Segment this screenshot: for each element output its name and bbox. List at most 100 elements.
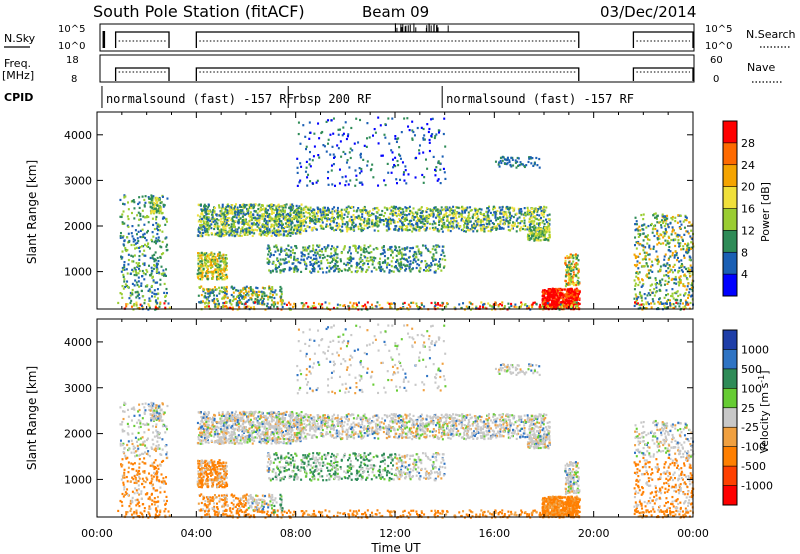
power-cell	[411, 129, 414, 132]
power-cell	[316, 207, 319, 211]
power-cell	[531, 231, 534, 234]
power-cell	[307, 255, 310, 258]
power-cell	[399, 157, 402, 160]
power-cell	[300, 255, 303, 258]
power-cell	[439, 265, 442, 268]
power-cell	[290, 226, 293, 229]
power-cell	[308, 163, 311, 166]
power-cell	[270, 209, 273, 212]
power-cell	[344, 184, 347, 187]
power-cell	[133, 207, 136, 210]
power-cell	[135, 271, 138, 275]
power-cell	[556, 290, 559, 293]
power-cell	[127, 241, 130, 244]
power-cell	[148, 264, 151, 267]
power-cell	[268, 285, 271, 288]
power-cell	[275, 246, 278, 249]
power-cell	[439, 209, 442, 212]
power-cell	[238, 214, 241, 217]
power-cell	[121, 296, 124, 299]
power-cell	[219, 220, 222, 223]
power-cell	[283, 227, 286, 230]
power-cell	[499, 209, 502, 212]
power-cell	[668, 245, 671, 249]
power-cell	[294, 265, 297, 268]
power-cell	[145, 268, 148, 272]
power-cell	[290, 223, 293, 226]
power-cell	[446, 217, 449, 220]
power-cell	[430, 263, 433, 267]
power-cell	[652, 225, 655, 228]
power-cell	[240, 212, 243, 215]
power-cell	[155, 271, 158, 274]
power-cell	[248, 224, 251, 227]
power-cell	[336, 267, 339, 271]
power-cell	[297, 121, 300, 124]
power-cell	[271, 293, 274, 297]
power-cell	[646, 301, 649, 304]
power-cell	[218, 292, 221, 295]
power-cell	[451, 220, 454, 224]
power-cell	[371, 260, 374, 263]
power-cell	[234, 234, 237, 237]
power-cell	[143, 254, 146, 257]
power-cell	[288, 206, 291, 209]
power-cell	[506, 159, 509, 162]
power-cell	[243, 203, 246, 207]
power-cell	[358, 181, 361, 184]
power-cell	[674, 238, 677, 241]
power-cell	[504, 158, 507, 161]
power-cell	[268, 246, 271, 249]
power-cell	[341, 134, 344, 137]
power-cell	[370, 270, 373, 273]
power-cell	[206, 274, 209, 278]
power-cell	[391, 213, 394, 216]
power-cell	[130, 254, 133, 257]
power-cell	[573, 254, 576, 257]
power-cell	[220, 207, 223, 210]
power-cell	[144, 243, 147, 246]
power-cell	[201, 209, 204, 212]
power-cell	[291, 217, 294, 220]
power-cell	[220, 267, 223, 270]
power-cell	[359, 218, 362, 221]
power-cell	[143, 204, 146, 207]
power-cell	[291, 262, 294, 265]
power-cell	[503, 212, 506, 215]
power-cell	[346, 135, 349, 138]
power-cell	[415, 215, 418, 218]
power-cell	[210, 213, 213, 216]
power-cell	[346, 261, 349, 264]
power-cell	[148, 201, 151, 204]
power-cell	[567, 278, 570, 281]
power-cell	[159, 245, 162, 248]
power-cell	[501, 206, 504, 209]
power-cell	[297, 261, 300, 264]
power-cell	[317, 153, 320, 157]
power-cell	[431, 247, 434, 251]
power-cell	[213, 252, 216, 256]
power-cell	[660, 284, 663, 287]
power-cell	[345, 161, 348, 164]
power-cell	[575, 261, 578, 265]
power-cell	[497, 163, 500, 166]
power-cell	[385, 229, 388, 232]
power-cell	[564, 304, 567, 308]
power-cell	[305, 221, 308, 224]
power-cell	[268, 269, 271, 272]
power-cell	[205, 257, 208, 260]
power-cell	[654, 279, 657, 282]
power-cell	[317, 209, 320, 212]
power-cell	[403, 248, 406, 251]
power-cell	[390, 260, 393, 263]
power-cell	[453, 209, 456, 212]
power-cell	[575, 296, 578, 299]
power-cell	[293, 257, 296, 260]
power-cell	[277, 216, 280, 219]
power-cell	[525, 213, 528, 216]
power-cell	[381, 261, 384, 265]
power-cell	[272, 211, 275, 214]
power-cell	[526, 206, 529, 209]
power-cell	[460, 219, 463, 222]
power-cell	[411, 216, 414, 219]
